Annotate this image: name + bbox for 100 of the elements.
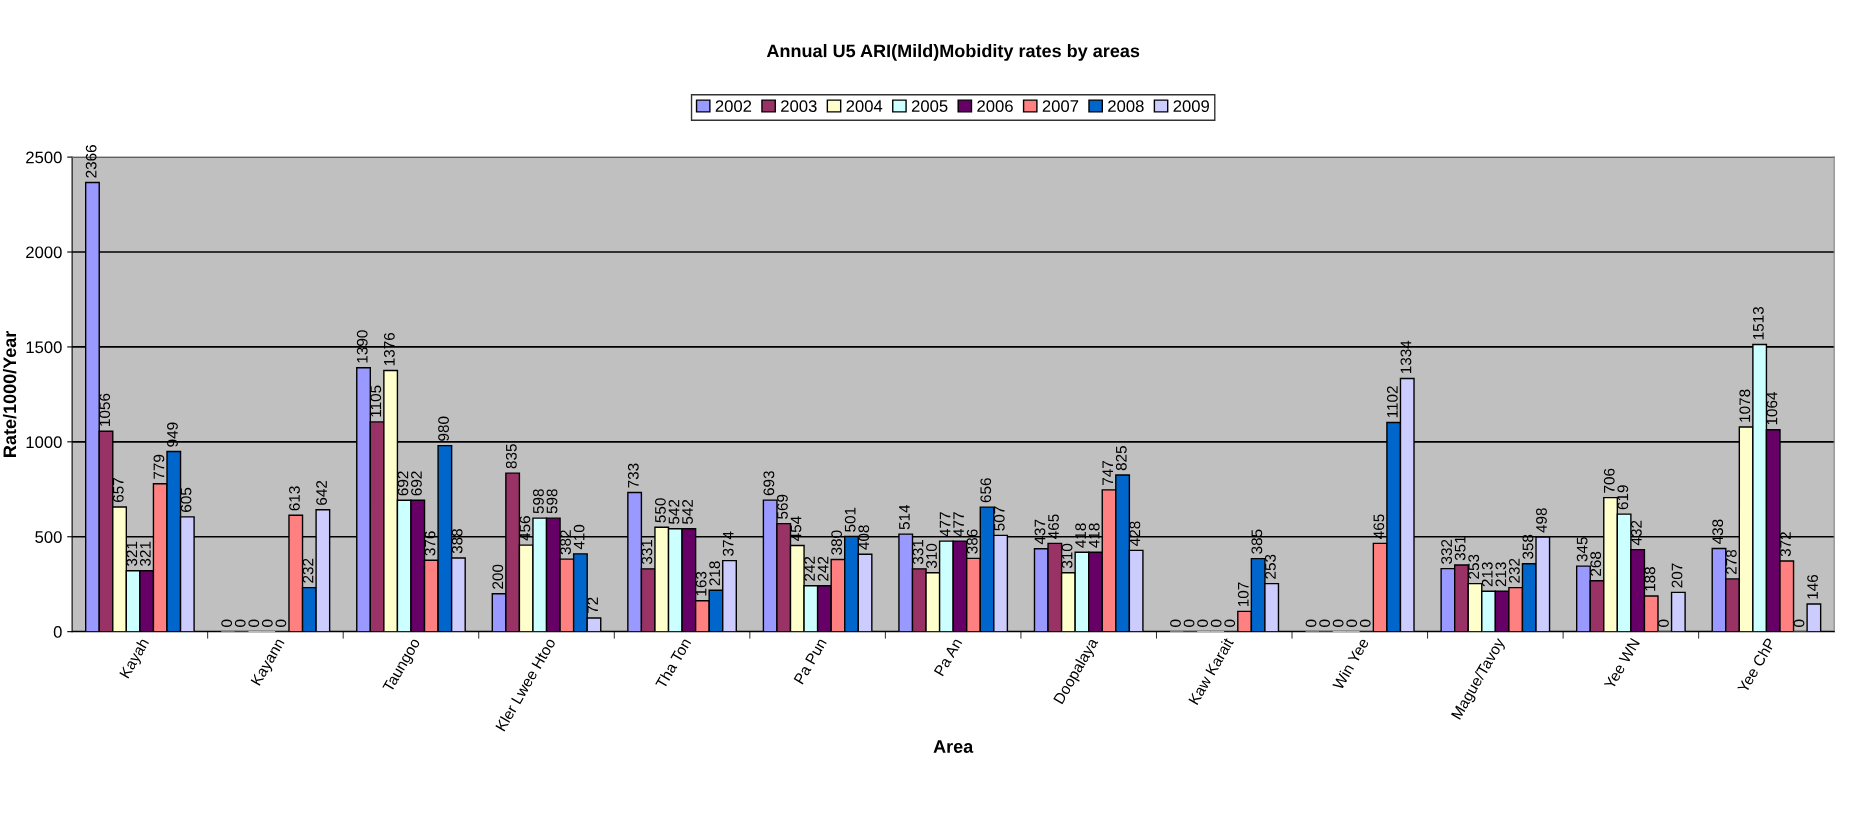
- data-label: 107: [1237, 582, 1249, 607]
- data-label: 146: [1807, 574, 1818, 599]
- y-tick-label: 2000: [26, 246, 62, 259]
- data-label: 1064: [1766, 391, 1778, 425]
- data-label: 218: [709, 561, 721, 586]
- data-label: 332: [1441, 539, 1452, 564]
- data-label: 498: [1536, 508, 1547, 533]
- data-label: 0: [1305, 619, 1317, 627]
- data-label: 619: [1617, 485, 1629, 510]
- data-label: 310: [926, 543, 937, 569]
- data-label: 321: [139, 541, 151, 566]
- data-label: 0: [221, 619, 233, 627]
- data-label: 1078: [1739, 389, 1751, 422]
- data-label: 1376: [383, 332, 395, 366]
- data-label: 213: [1495, 562, 1507, 587]
- data-label: 692: [411, 471, 422, 496]
- data-label: 656: [980, 478, 992, 503]
- data-label: 613: [289, 486, 300, 511]
- data-label: 0: [1319, 619, 1331, 627]
- data-label: 1105: [370, 385, 382, 417]
- legend-label: 2005: [911, 100, 948, 112]
- data-label: 507: [993, 506, 1005, 531]
- data-label: 385: [1251, 529, 1263, 554]
- data-label: 278: [1725, 549, 1737, 574]
- x-tick-label: Yee WN: [1603, 637, 1640, 690]
- data-label: 72: [587, 597, 598, 614]
- data-label: 388: [451, 529, 463, 554]
- y-tick-label: 2500: [26, 151, 62, 164]
- data-label: 0: [1332, 619, 1344, 627]
- data-label: 598: [546, 489, 558, 514]
- data-label: 0: [1210, 619, 1222, 627]
- data-label: 310: [1061, 543, 1073, 569]
- x-tick-label: Tha Ton: [654, 637, 692, 690]
- data-label: 2366: [85, 145, 97, 178]
- data-label: 477: [939, 512, 951, 537]
- data-label: 321: [126, 541, 138, 566]
- data-label: 949: [167, 422, 178, 447]
- data-label: 372: [1780, 532, 1791, 557]
- data-label: 0: [1224, 619, 1236, 627]
- data-label: 550: [655, 498, 666, 523]
- data-label: 0: [1183, 619, 1195, 627]
- y-axis-title: Rate/1000/Year: [2, 330, 17, 457]
- data-label: 779: [153, 454, 165, 479]
- data-label: 213: [1481, 562, 1493, 587]
- data-label: 980: [438, 416, 449, 441]
- data-label: 331: [641, 539, 653, 565]
- legend-label: 2004: [846, 100, 883, 112]
- data-label: 268: [1590, 551, 1602, 576]
- legend-label: 2008: [1108, 100, 1144, 112]
- legend-label: 2009: [1173, 100, 1209, 112]
- data-label: 418: [1088, 523, 1100, 548]
- data-label: 0: [1197, 619, 1209, 627]
- legend-label: 2002: [715, 100, 752, 112]
- data-label: 351: [1454, 536, 1466, 561]
- data-label: 374: [722, 531, 734, 556]
- data-label: 465: [1048, 514, 1059, 539]
- y-tick-label: 1500: [26, 341, 62, 354]
- data-label: 0: [248, 619, 260, 627]
- data-label: 657: [112, 478, 124, 503]
- data-label: 331: [912, 539, 924, 565]
- data-label: 454: [790, 516, 802, 541]
- data-label: 706: [1603, 468, 1615, 493]
- data-label: 835: [505, 444, 517, 469]
- data-label: 747: [1102, 460, 1113, 485]
- data-label: 605: [180, 487, 192, 512]
- data-label: 501: [844, 507, 856, 532]
- data-label: 163: [695, 571, 707, 596]
- data-label: 1390: [356, 330, 368, 363]
- x-tick-label: Win Yee: [1331, 637, 1370, 691]
- y-tick-label: 500: [35, 531, 62, 543]
- data-label: 188: [1644, 566, 1656, 591]
- data-label: 437: [1034, 519, 1046, 545]
- data-label: 242: [817, 556, 829, 581]
- data-label: 598: [533, 489, 544, 514]
- data-label: 465: [1373, 514, 1385, 539]
- data-label: 0: [1346, 619, 1358, 627]
- data-label: 456: [519, 516, 531, 541]
- data-label: 542: [682, 499, 693, 524]
- data-label: 253: [1264, 554, 1276, 579]
- data-label: 642: [316, 480, 327, 505]
- data-label: 0: [1170, 619, 1181, 627]
- data-label: 432: [1630, 520, 1642, 546]
- data-label: 382: [560, 530, 571, 555]
- data-label: 1056: [99, 393, 111, 426]
- x-tick-label: Pa An: [933, 637, 963, 677]
- data-label: 542: [668, 499, 680, 524]
- y-tick-label: 0: [53, 626, 62, 638]
- data-label: 514: [899, 504, 910, 530]
- data-label: 438: [1712, 519, 1724, 544]
- data-label: 207: [1671, 563, 1683, 588]
- data-label: 408: [858, 525, 870, 550]
- data-label: 0: [1658, 619, 1669, 627]
- data-label: 232: [302, 558, 314, 583]
- data-label: 0: [261, 619, 273, 627]
- legend-label: 2003: [781, 100, 817, 112]
- data-label: 0: [234, 619, 246, 627]
- data-label: 418: [1075, 523, 1087, 548]
- data-label: 200: [492, 564, 504, 589]
- data-label: 733: [627, 463, 639, 488]
- chart-title: Annual U5 ARI(Mild)Mobidity rates by areas: [766, 44, 1140, 61]
